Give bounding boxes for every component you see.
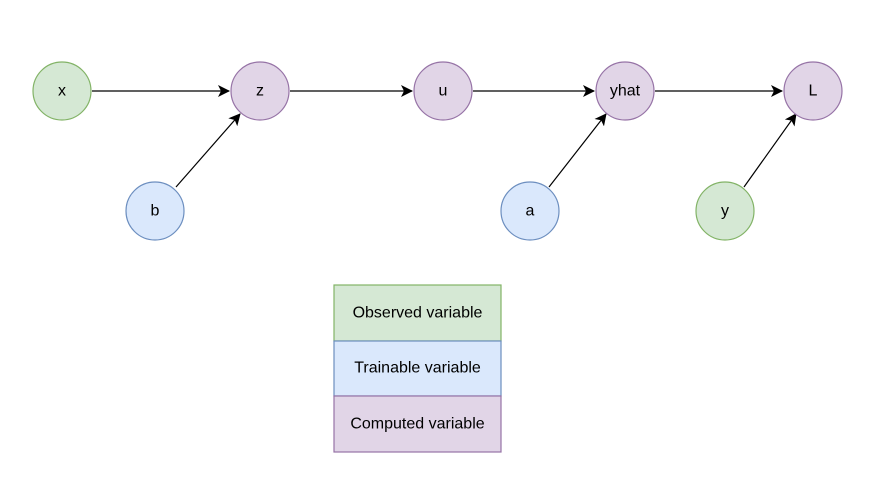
legend-item-trainable: Trainable variable xyxy=(333,340,502,397)
edge-a-to-yhat xyxy=(548,113,607,188)
node-u-label: u xyxy=(439,83,448,100)
edge-b-to-z xyxy=(175,113,241,188)
legend: Observed variable Trainable variable Com… xyxy=(333,284,502,453)
legend-item-computed: Computed variable xyxy=(333,395,502,453)
node-L: L xyxy=(783,61,843,121)
node-z-label: z xyxy=(256,83,264,100)
node-b: b xyxy=(125,181,185,241)
node-z: z xyxy=(230,61,290,121)
node-y: y xyxy=(695,181,755,241)
node-yhat: yhat xyxy=(595,61,655,121)
node-a: a xyxy=(500,181,560,241)
node-a-label: a xyxy=(526,203,535,220)
node-L-label: L xyxy=(809,83,818,100)
node-y-label: y xyxy=(721,203,729,220)
legend-item-observed: Observed variable xyxy=(333,284,502,342)
node-x-label: x xyxy=(58,83,66,100)
node-b-label: b xyxy=(151,203,160,220)
nodes-layer: x z u yhat L b a y xyxy=(32,61,843,241)
legend-observed-label: Observed variable xyxy=(353,305,483,322)
node-u: u xyxy=(413,61,473,121)
edge-y-to-L xyxy=(743,113,797,188)
node-yhat-label: yhat xyxy=(610,83,641,100)
legend-trainable-label: Trainable variable xyxy=(354,360,481,377)
node-x: x xyxy=(32,61,92,121)
legend-computed-label: Computed variable xyxy=(350,416,484,433)
edges-layer xyxy=(92,85,797,188)
